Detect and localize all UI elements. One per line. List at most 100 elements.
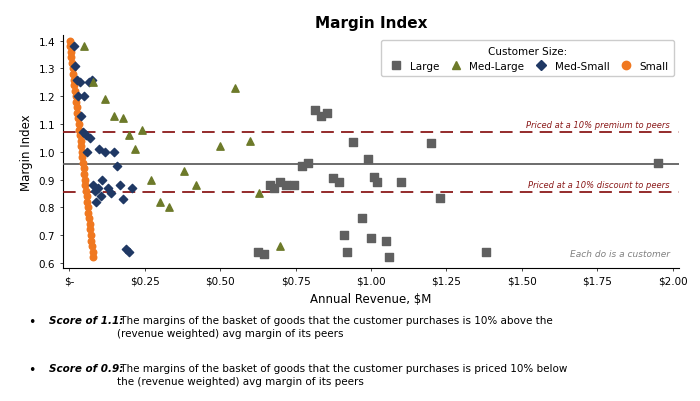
Point xyxy=(154,199,165,205)
Point xyxy=(78,94,90,100)
Point xyxy=(275,180,286,186)
Text: Each do is a customer: Each do is a customer xyxy=(570,249,670,258)
Point xyxy=(163,205,174,211)
Point xyxy=(73,122,84,128)
Text: Score of 0.9:: Score of 0.9: xyxy=(49,363,123,373)
Point xyxy=(69,63,80,70)
Point xyxy=(281,182,292,189)
Point xyxy=(68,44,79,51)
Point xyxy=(80,182,91,189)
Point xyxy=(384,254,395,261)
Point xyxy=(77,155,88,161)
Point xyxy=(302,160,313,167)
Point xyxy=(73,94,84,100)
Point xyxy=(81,193,92,200)
Text: The margins of the basket of goods that the customer purchases is priced 10% bel: The margins of the basket of goods that … xyxy=(117,363,567,386)
Point xyxy=(83,80,94,86)
Point xyxy=(99,149,111,156)
Point xyxy=(88,254,99,261)
Point xyxy=(65,49,76,56)
Point xyxy=(86,243,97,250)
Text: The margins of the basket of goods that the customer purchases is 10% above the
: The margins of the basket of goods that … xyxy=(117,315,553,338)
Point xyxy=(82,149,93,156)
Point xyxy=(77,130,88,136)
Point xyxy=(309,107,321,114)
Point xyxy=(244,138,256,144)
Point xyxy=(90,199,101,205)
Point xyxy=(74,80,85,86)
Point xyxy=(372,180,383,186)
Point xyxy=(70,94,81,100)
Point xyxy=(76,149,88,156)
Point xyxy=(97,177,108,183)
Point xyxy=(127,185,138,192)
Point xyxy=(94,146,105,153)
Point xyxy=(214,144,225,150)
Text: •: • xyxy=(28,315,36,328)
Point xyxy=(328,176,339,182)
Point xyxy=(66,61,78,67)
Point xyxy=(71,99,82,106)
Point xyxy=(80,133,91,139)
Point xyxy=(368,174,379,180)
Point xyxy=(121,246,132,253)
Point xyxy=(108,149,120,156)
Point xyxy=(69,77,80,83)
Point xyxy=(435,195,446,201)
Point xyxy=(334,180,345,186)
Point xyxy=(76,113,87,119)
Point xyxy=(365,235,377,241)
Point xyxy=(316,113,327,119)
Point xyxy=(112,163,123,170)
Point xyxy=(269,185,280,192)
Point xyxy=(288,182,300,189)
Point xyxy=(82,199,93,205)
Point xyxy=(75,138,86,144)
Point xyxy=(68,72,79,78)
Point xyxy=(652,160,664,167)
Point xyxy=(275,243,286,250)
Point xyxy=(108,113,120,119)
Point xyxy=(78,166,89,172)
Point xyxy=(230,85,241,92)
Point xyxy=(480,249,491,255)
Point xyxy=(64,44,76,51)
Y-axis label: Margin Index: Margin Index xyxy=(20,114,33,190)
Point xyxy=(118,116,129,122)
Point xyxy=(72,110,83,117)
Point xyxy=(395,180,407,186)
Point xyxy=(106,191,117,197)
Title: Margin Index: Margin Index xyxy=(315,16,427,31)
Point xyxy=(66,55,77,61)
Point xyxy=(252,249,263,255)
Text: Priced at a 10% premium to peers: Priced at a 10% premium to peers xyxy=(526,121,670,130)
Point xyxy=(64,38,75,45)
Point xyxy=(356,216,368,222)
Legend: Large, Med-Large, Med-Small, Small: Large, Med-Large, Med-Small, Small xyxy=(381,41,674,77)
Point xyxy=(87,249,98,255)
Point xyxy=(99,97,111,103)
Point xyxy=(76,144,87,150)
Point xyxy=(86,238,97,244)
Point xyxy=(118,196,129,203)
Point xyxy=(363,156,374,162)
Point xyxy=(83,216,94,222)
Point xyxy=(71,77,82,83)
Point xyxy=(86,77,97,83)
Point xyxy=(103,185,114,192)
Point xyxy=(264,182,275,189)
Point xyxy=(258,251,270,258)
Point xyxy=(88,80,99,86)
Point xyxy=(296,163,307,170)
Point xyxy=(79,177,90,183)
Point xyxy=(178,168,190,175)
X-axis label: Annual Revenue, $M: Annual Revenue, $M xyxy=(310,292,432,305)
Text: Priced at a 10% discount to peers: Priced at a 10% discount to peers xyxy=(528,180,670,189)
Point xyxy=(67,66,78,73)
Point xyxy=(130,146,141,153)
Point xyxy=(69,83,80,89)
Point xyxy=(80,188,92,194)
Point xyxy=(85,135,96,142)
Point xyxy=(92,185,104,192)
Point xyxy=(84,221,95,228)
